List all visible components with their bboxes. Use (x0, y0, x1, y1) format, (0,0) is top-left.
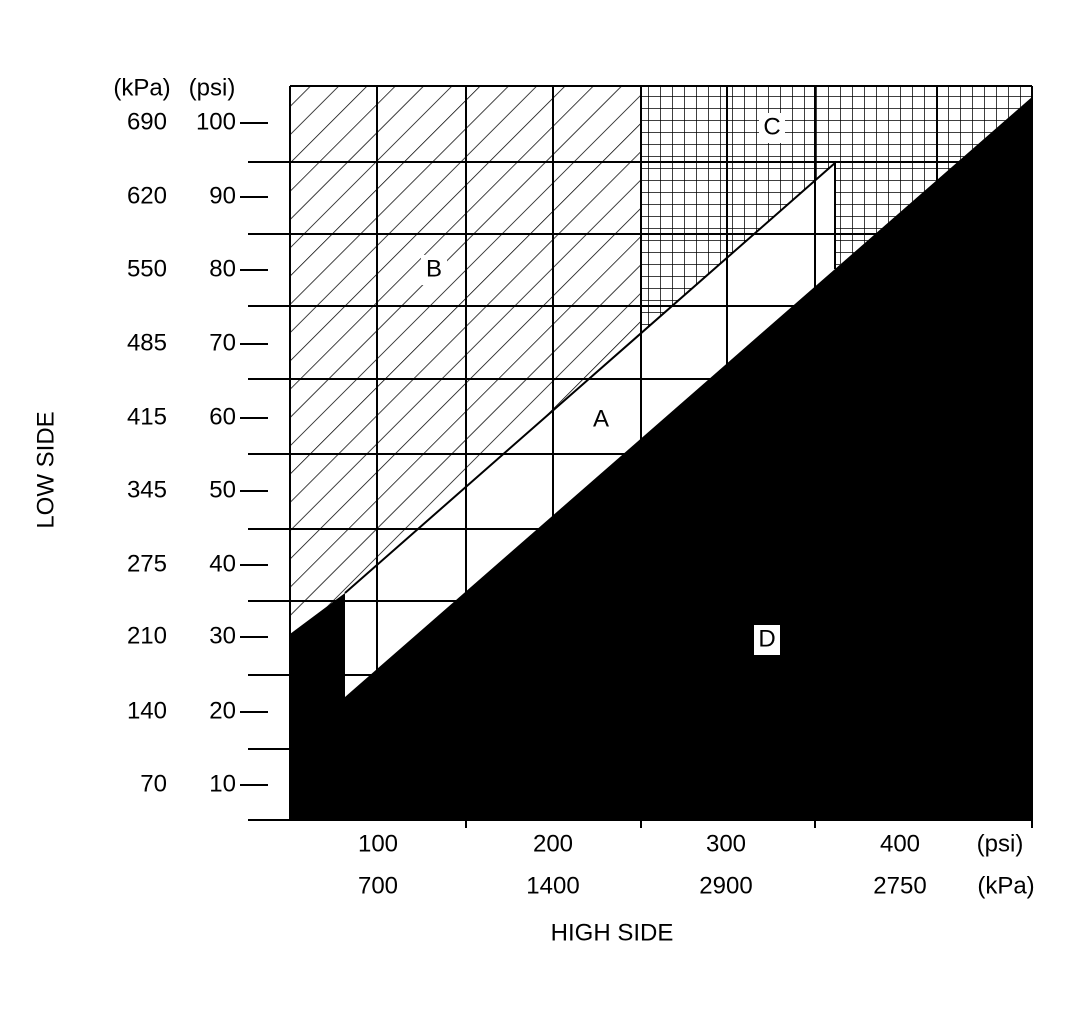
x-tick-kpa: 2750 (873, 872, 926, 899)
x-unit-psi: (psi) (977, 830, 1024, 857)
y-tick-psi: 50 (209, 476, 236, 503)
x-tick-psi: 400 (880, 830, 920, 857)
y-tick-psi: 20 (209, 697, 236, 724)
region-label-bg (754, 625, 780, 655)
plot (248, 85, 1033, 828)
region-label: B (426, 255, 442, 282)
region-label: A (593, 405, 609, 432)
x-tick-psi: 100 (358, 830, 398, 857)
x-tick-psi: 300 (706, 830, 746, 857)
x-tick-kpa: 700 (358, 872, 398, 899)
region-d-area (290, 97, 1032, 820)
y-tick-kpa: 275 (127, 550, 167, 577)
y-tick-kpa: 70 (140, 770, 167, 797)
y-tick-kpa: 415 (127, 403, 167, 430)
y-tick-psi: 100 (196, 108, 236, 135)
y-tick-psi: 70 (209, 329, 236, 356)
y-tick-kpa: 485 (127, 329, 167, 356)
y-tick-psi: 90 (209, 182, 236, 209)
region-label: C (763, 113, 780, 140)
region-label-bg (421, 255, 447, 285)
x-unit-kpa: (kPa) (977, 872, 1034, 899)
region-c-area (641, 86, 1032, 333)
y-tick-psi: 60 (209, 403, 236, 430)
y-axis-title: LOW SIDE (32, 411, 59, 528)
region-label-bg (588, 405, 614, 435)
y-tick-kpa: 550 (127, 255, 167, 282)
region-label-bg (759, 113, 785, 143)
x-tick-psi: 200 (533, 830, 573, 857)
region-label: D (758, 625, 775, 652)
y-tick-kpa: 690 (127, 108, 167, 135)
y-tick-psi: 80 (209, 255, 236, 282)
y-tick-kpa: 620 (127, 182, 167, 209)
y-tick-psi: 30 (209, 622, 236, 649)
x-tick-kpa: 2900 (699, 872, 752, 899)
y-tick-kpa: 345 (127, 476, 167, 503)
y-unit-kpa: (kPa) (113, 74, 170, 101)
y-tick-psi: 40 (209, 550, 236, 577)
y-unit-psi: (psi) (189, 74, 236, 101)
x-axis-title: HIGH SIDE (551, 919, 674, 946)
y-tick-kpa: 210 (127, 622, 167, 649)
y-tick-psi: 10 (209, 770, 236, 797)
x-tick-kpa: 1400 (526, 872, 579, 899)
y-tick-kpa: 140 (127, 697, 167, 724)
